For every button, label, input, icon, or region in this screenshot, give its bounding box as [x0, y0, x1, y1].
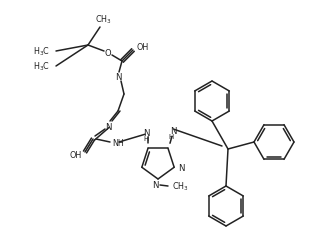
Text: H: H — [168, 134, 174, 140]
Text: OH: OH — [136, 43, 148, 52]
Text: N: N — [178, 163, 185, 172]
Text: NH: NH — [112, 138, 124, 147]
Text: N: N — [115, 73, 121, 82]
Text: CH$_3$: CH$_3$ — [95, 14, 111, 26]
Text: O: O — [105, 49, 111, 58]
Text: OH: OH — [70, 151, 82, 160]
Text: H$_3$C: H$_3$C — [33, 46, 50, 58]
Text: H: H — [143, 136, 149, 142]
Text: N: N — [170, 126, 176, 135]
Text: N: N — [152, 180, 158, 189]
Text: N: N — [105, 122, 111, 131]
Text: N: N — [143, 128, 149, 137]
Text: H$_3$C: H$_3$C — [33, 60, 50, 73]
Text: CH$_3$: CH$_3$ — [172, 180, 189, 192]
